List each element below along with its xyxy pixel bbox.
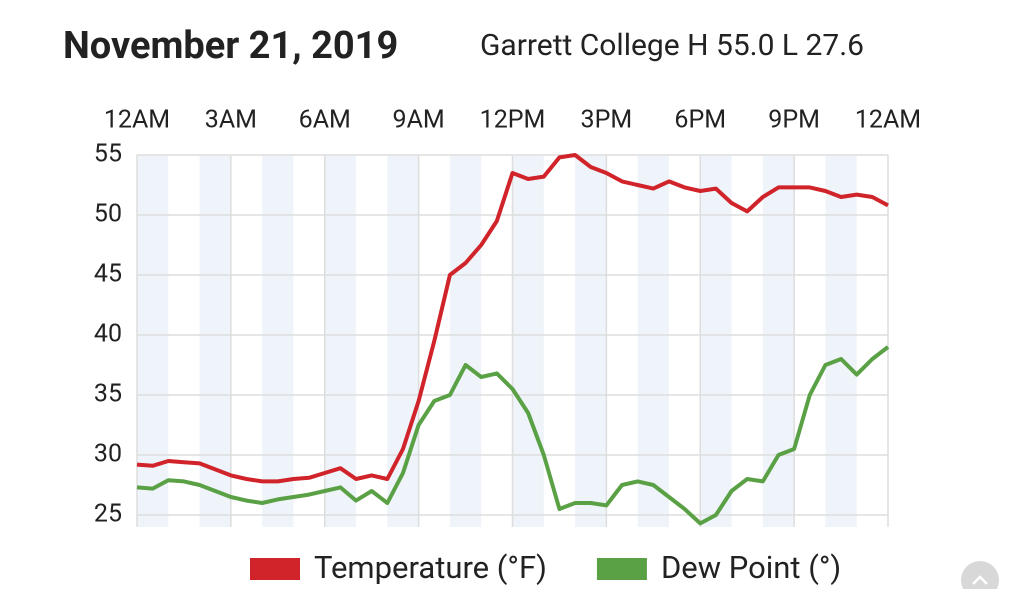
y-tick-label: 25 — [94, 500, 122, 529]
x-tick-label: 6AM — [299, 106, 351, 135]
series-line — [136, 345, 890, 526]
hour-stripe — [825, 155, 857, 527]
chart-subtitle: Garrett College H 55.0 L 27.6 — [480, 28, 864, 63]
y-tick-label: 45 — [94, 260, 122, 289]
x-tick-label: 9AM — [393, 106, 445, 135]
x-tick-label: 12AM — [104, 106, 170, 135]
hour-stripe — [762, 155, 795, 527]
y-tick-label: 35 — [94, 380, 122, 409]
legend-label: Temperature (°F) — [314, 549, 547, 586]
x-tick-label: 12PM — [480, 106, 546, 135]
x-tick-label: 3AM — [205, 106, 257, 135]
series-line — [136, 153, 889, 484]
y-tick-label: 40 — [94, 320, 122, 349]
hour-stripe — [449, 155, 482, 527]
hour-stripe — [262, 155, 294, 527]
y-tick-label: 50 — [94, 200, 122, 229]
hour-stripe — [637, 155, 669, 527]
x-tick-label: 12AM — [855, 106, 921, 135]
x-tick-label: 3PM — [581, 106, 633, 135]
hour-stripe — [512, 155, 544, 527]
y-tick-label: 30 — [94, 440, 122, 469]
hour-stripe — [575, 155, 607, 527]
y-tick-label: 55 — [94, 140, 122, 169]
legend-swatch — [596, 558, 647, 580]
x-tick-label: 9PM — [768, 106, 820, 135]
plot-area: 25 30 35 40 45 50 55 12AM 3AM 6AM 9AM 12PM 3PM 6PM 9PM… — [94, 106, 921, 587]
legend-label: Dew Point (°) — [661, 549, 841, 586]
hour-stripe — [137, 155, 169, 527]
hour-stripe — [700, 155, 732, 527]
scroll-top-button[interactable] — [961, 561, 999, 589]
scroll-top-icon — [972, 575, 988, 585]
chart-title: November 21, 2019 — [63, 24, 398, 68]
hour-stripe — [324, 155, 357, 527]
legend-swatch — [250, 558, 300, 580]
x-tick-label: 6PM — [674, 106, 726, 135]
